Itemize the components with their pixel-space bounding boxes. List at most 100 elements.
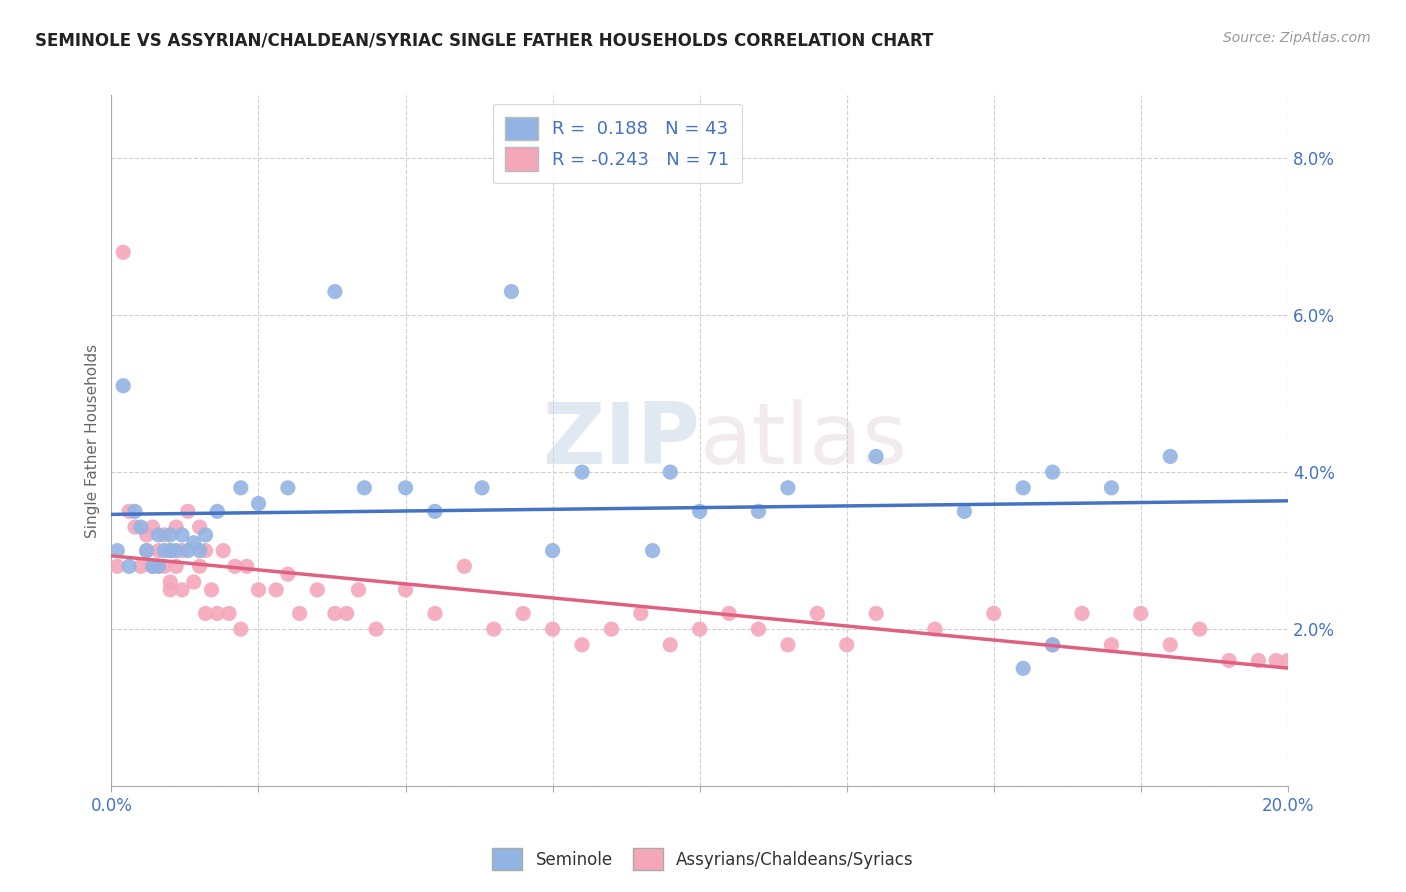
- Point: [129, 559, 152, 574]
- Point: [1042, 465, 1064, 479]
- Point: [118, 559, 141, 574]
- Point: [394, 582, 416, 597]
- Point: [148, 559, 170, 574]
- Point: [323, 285, 346, 299]
- Point: [1247, 654, 1270, 668]
- Point: [307, 582, 329, 597]
- Point: [148, 528, 170, 542]
- Point: [112, 378, 135, 392]
- Point: [212, 543, 235, 558]
- Point: [323, 607, 346, 621]
- Point: [924, 622, 946, 636]
- Point: [142, 559, 165, 574]
- Point: [423, 504, 446, 518]
- Point: [865, 607, 887, 621]
- Point: [1265, 654, 1288, 668]
- Point: [1099, 481, 1122, 495]
- Point: [229, 481, 252, 495]
- Point: [353, 481, 375, 495]
- Point: [689, 622, 711, 636]
- Point: [1277, 654, 1299, 668]
- Point: [235, 559, 257, 574]
- Point: [183, 535, 205, 549]
- Point: [194, 528, 217, 542]
- Point: [806, 607, 828, 621]
- Point: [188, 543, 211, 558]
- Point: [501, 285, 523, 299]
- Point: [776, 481, 799, 495]
- Point: [571, 638, 593, 652]
- Point: [159, 582, 181, 597]
- Point: [835, 638, 858, 652]
- Point: [865, 450, 887, 464]
- Point: [1129, 607, 1152, 621]
- Point: [1188, 622, 1211, 636]
- Point: [118, 504, 141, 518]
- Point: [1218, 654, 1240, 668]
- Point: [541, 622, 564, 636]
- Point: [718, 607, 741, 621]
- Point: [277, 481, 299, 495]
- Point: [366, 622, 388, 636]
- Point: [630, 607, 652, 621]
- Point: [153, 528, 176, 542]
- Point: [1012, 481, 1035, 495]
- Point: [1099, 638, 1122, 652]
- Point: [747, 504, 769, 518]
- Point: [482, 622, 505, 636]
- Point: [336, 607, 359, 621]
- Point: [571, 465, 593, 479]
- Point: [129, 520, 152, 534]
- Point: [218, 607, 240, 621]
- Point: [512, 607, 534, 621]
- Point: [1042, 638, 1064, 652]
- Text: Source: ZipAtlas.com: Source: ZipAtlas.com: [1223, 31, 1371, 45]
- Text: ZIP: ZIP: [541, 400, 700, 483]
- Point: [177, 543, 200, 558]
- Point: [170, 543, 193, 558]
- Legend: Seminole, Assyrians/Chaldeans/Syriacs: Seminole, Assyrians/Chaldeans/Syriacs: [485, 842, 921, 877]
- Point: [776, 638, 799, 652]
- Point: [689, 504, 711, 518]
- Point: [347, 582, 370, 597]
- Legend: R =  0.188   N = 43, R = -0.243   N = 71: R = 0.188 N = 43, R = -0.243 N = 71: [492, 104, 742, 183]
- Point: [165, 559, 187, 574]
- Point: [159, 543, 181, 558]
- Point: [1012, 661, 1035, 675]
- Point: [224, 559, 246, 574]
- Point: [112, 245, 135, 260]
- Point: [600, 622, 623, 636]
- Point: [1159, 638, 1181, 652]
- Point: [247, 582, 270, 597]
- Point: [153, 559, 176, 574]
- Point: [264, 582, 287, 597]
- Point: [207, 607, 229, 621]
- Point: [170, 528, 193, 542]
- Point: [135, 543, 157, 558]
- Point: [288, 607, 311, 621]
- Text: SEMINOLE VS ASSYRIAN/CHALDEAN/SYRIAC SINGLE FATHER HOUSEHOLDS CORRELATION CHART: SEMINOLE VS ASSYRIAN/CHALDEAN/SYRIAC SIN…: [35, 31, 934, 49]
- Point: [188, 520, 211, 534]
- Point: [747, 622, 769, 636]
- Point: [953, 504, 976, 518]
- Point: [1042, 638, 1064, 652]
- Point: [135, 543, 157, 558]
- Point: [142, 520, 165, 534]
- Point: [105, 543, 128, 558]
- Point: [247, 496, 270, 510]
- Point: [148, 559, 170, 574]
- Point: [1071, 607, 1094, 621]
- Point: [453, 559, 475, 574]
- Point: [641, 543, 664, 558]
- Point: [135, 528, 157, 542]
- Point: [159, 528, 181, 542]
- Point: [200, 582, 222, 597]
- Point: [165, 543, 187, 558]
- Point: [194, 543, 217, 558]
- Point: [124, 504, 146, 518]
- Point: [165, 520, 187, 534]
- Point: [394, 481, 416, 495]
- Point: [659, 638, 682, 652]
- Point: [188, 559, 211, 574]
- Point: [177, 504, 200, 518]
